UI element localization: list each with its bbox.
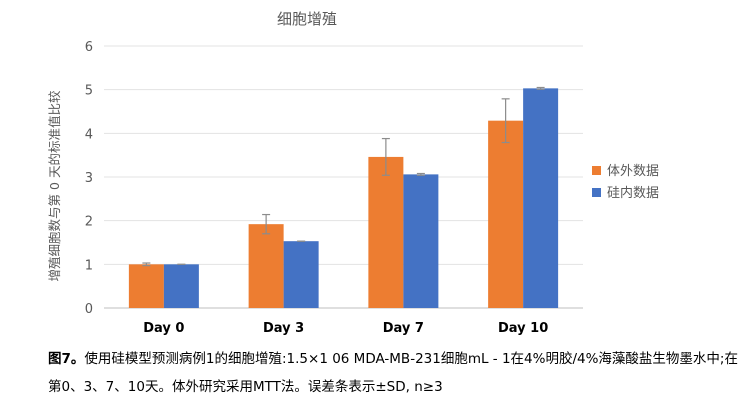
bar-in-vitro-0 bbox=[128, 264, 164, 308]
caption-figure-label: 图7。 bbox=[48, 351, 85, 367]
bar-in-vitro-2 bbox=[368, 156, 404, 308]
error-bars bbox=[142, 86, 545, 267]
y-tick-label: 2 bbox=[85, 215, 93, 230]
x-tick-labels: Day 0 Day 3 Day 7 Day 10 bbox=[143, 321, 548, 336]
y-tick-label: 1 bbox=[85, 258, 93, 273]
y-axis-label: 增殖细胞数与第 0 天的标准值比较 bbox=[47, 90, 62, 281]
bars bbox=[128, 88, 559, 309]
legend-swatch bbox=[592, 188, 601, 197]
x-tick-label: Day 3 bbox=[263, 321, 304, 336]
bar-in-vitro-3 bbox=[488, 120, 524, 308]
caption-text: 使用硅模型预测病例1的细胞增殖:1.5×1 06 MDA-MB-231细胞mL … bbox=[48, 351, 738, 395]
x-tick-label: Day 7 bbox=[383, 321, 424, 336]
y-tick-label: 4 bbox=[85, 127, 93, 142]
legend-label: 体外数据 bbox=[607, 164, 659, 179]
y-tick-labels: 0 1 2 3 4 5 6 bbox=[85, 40, 93, 317]
y-tick-label: 6 bbox=[85, 40, 93, 55]
legend-label: 硅内数据 bbox=[607, 185, 659, 201]
x-tick-label: Day 10 bbox=[498, 321, 548, 336]
legend-swatch bbox=[592, 166, 601, 175]
y-tick-label: 0 bbox=[85, 302, 93, 317]
figure-caption: 图7。使用硅模型预测病例1的细胞增殖:1.5×1 06 MDA-MB-231细胞… bbox=[48, 345, 738, 401]
bar-in-vitro-1 bbox=[248, 224, 284, 308]
bar-in-silico-0 bbox=[163, 264, 199, 308]
bar-in-silico-2 bbox=[403, 174, 439, 308]
x-tick-label: Day 0 bbox=[143, 321, 184, 336]
y-tick-label: 3 bbox=[85, 171, 93, 186]
bar-in-silico-3 bbox=[523, 88, 559, 309]
y-tick-label: 5 bbox=[85, 84, 93, 99]
chart-title: 细胞增殖 bbox=[277, 10, 337, 28]
bar-in-silico-1 bbox=[283, 241, 319, 308]
